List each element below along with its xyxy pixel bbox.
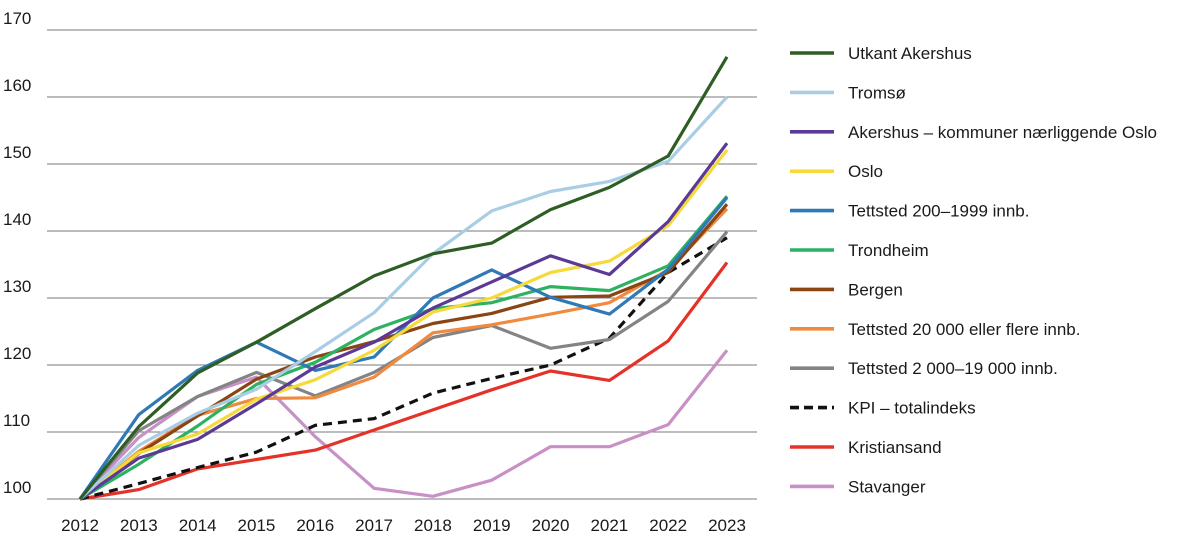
legend-item-utkant-akershus: Utkant Akershus (790, 44, 972, 63)
x-tick-label: 2021 (590, 516, 628, 535)
legend-label: Utkant Akershus (848, 44, 972, 63)
y-tick-label: 110 (3, 411, 30, 430)
legend-label: Stavanger (848, 477, 926, 496)
legend-label: Akershus – kommuner nærliggende Oslo (848, 123, 1157, 142)
x-tick-label: 2020 (532, 516, 570, 535)
legend-label: Oslo (848, 162, 883, 181)
legend-label: Bergen (848, 280, 903, 299)
series-line-akershus-kommuner-naerliggende-oslo (79, 142, 729, 501)
legend-item-tettsted-2-000-19-000-innb: Tettsted 2 000–19 000 innb. (790, 359, 1058, 378)
legend: Utkant Akershus Tromsø Akershus – kommuner… (790, 44, 1157, 496)
x-tick-label: 2019 (473, 516, 511, 535)
x-tick-label: 2018 (414, 516, 452, 535)
y-tick-label: 170 (3, 9, 31, 28)
x-tick-label: 2012 (61, 516, 99, 535)
y-tick-label: 160 (3, 76, 31, 95)
legend-item-tromso: Tromsø (790, 83, 906, 102)
series-line-oslo (79, 148, 729, 501)
legend-label: Tettsted 200–1999 innb. (848, 202, 1029, 221)
legend-item-akershus-kommuner-naerliggende-oslo: Akershus – kommuner nærliggende Oslo (790, 123, 1157, 142)
series-line-kpi-totalindeks (79, 236, 728, 501)
series-line-tromso (78, 95, 729, 501)
x-tick-label: 2014 (179, 516, 217, 535)
series-lines (78, 55, 729, 501)
y-tick-label: 130 (3, 277, 31, 296)
x-tick-label: 2017 (355, 516, 393, 535)
x-tick-label: 2022 (649, 516, 687, 535)
legend-label: Tettsted 20 000 eller flere innb. (848, 320, 1080, 339)
legend-item-tettsted-20-000-eller-flere-innb: Tettsted 20 000 eller flere innb. (790, 320, 1080, 339)
series-line-utkant-akershus (78, 55, 729, 501)
legend-item-kpi-totalindeks: KPI – totalindeks (790, 399, 976, 418)
legend-item-kristiansand: Kristiansand (790, 438, 942, 457)
series-line-kristiansand (79, 261, 729, 501)
legend-item-tettsted-200-1999-innb: Tettsted 200–1999 innb. (790, 202, 1029, 221)
y-tick-label: 100 (3, 478, 31, 497)
legend-label: KPI – totalindeks (848, 399, 976, 418)
legend-label: Tromsø (848, 83, 906, 102)
y-tick-label: 120 (3, 344, 31, 363)
legend-label: Trondheim (848, 241, 929, 260)
legend-item-stavanger: Stavanger (790, 477, 926, 496)
series-line-tettsted-200-1999-innb (78, 196, 729, 500)
legend-label: Kristiansand (848, 438, 942, 457)
series-line-trondheim (79, 195, 729, 501)
x-tick-label: 2016 (296, 516, 334, 535)
legend-item-oslo: Oslo (790, 162, 883, 181)
x-tick-label: 2015 (238, 516, 276, 535)
y-tick-label: 140 (3, 210, 31, 229)
legend-item-trondheim: Trondheim (790, 241, 929, 260)
y-axis-ticks: 100 110 120 130 140 150 160 170 (3, 9, 31, 497)
legend-label: Tettsted 2 000–19 000 innb. (848, 359, 1058, 378)
x-tick-label: 2023 (708, 516, 746, 535)
x-tick-label: 2013 (120, 516, 158, 535)
legend-item-bergen: Bergen (790, 280, 903, 299)
x-axis-ticks: 2012 2013 2014 2015 2016 2017 2018 2019 2020 2021… (61, 516, 746, 535)
y-tick-label: 150 (3, 143, 31, 162)
series-line-tettsted-20-000-eller-flere-innb (78, 207, 729, 501)
